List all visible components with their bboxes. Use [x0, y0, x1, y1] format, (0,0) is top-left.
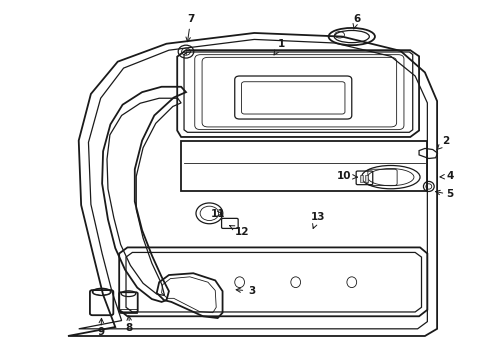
Text: 12: 12 [229, 226, 249, 237]
Text: 8: 8 [125, 323, 133, 333]
Text: 13: 13 [310, 212, 324, 229]
Text: 10: 10 [337, 171, 357, 181]
Text: 9: 9 [98, 327, 104, 337]
Text: 1: 1 [273, 39, 285, 55]
Text: 4: 4 [439, 171, 453, 181]
Text: 2: 2 [436, 136, 448, 150]
Bar [120, 309, 137, 313]
Bar [359, 175, 363, 182]
Text: 7: 7 [185, 14, 194, 42]
Bar [364, 175, 367, 182]
Text: 11: 11 [210, 209, 224, 219]
Text: 5: 5 [446, 189, 453, 199]
Text: 3: 3 [236, 286, 255, 296]
Text: 6: 6 [352, 14, 360, 29]
